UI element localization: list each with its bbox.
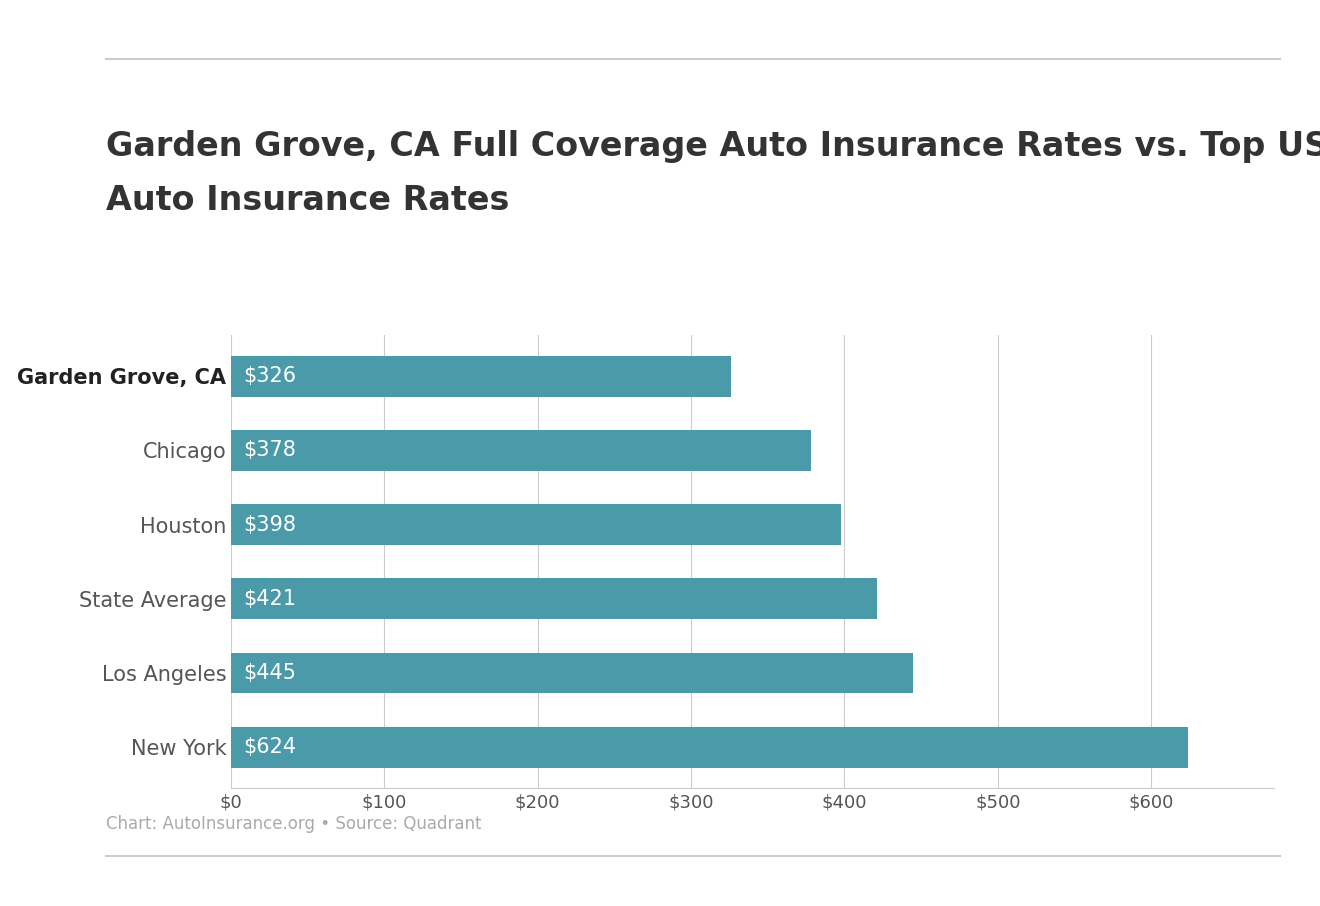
Text: Chart: AutoInsurance.org • Source: Quadrant: Chart: AutoInsurance.org • Source: Quadr… — [106, 815, 480, 833]
Bar — [231, 578, 876, 619]
Text: $445: $445 — [243, 663, 296, 683]
Bar — [231, 505, 841, 545]
Text: Auto Insurance Rates: Auto Insurance Rates — [106, 185, 510, 217]
Text: $326: $326 — [243, 366, 297, 386]
Bar — [231, 727, 1188, 767]
Text: $421: $421 — [243, 589, 296, 609]
Bar — [231, 430, 810, 471]
Text: $378: $378 — [243, 440, 296, 460]
Bar — [231, 356, 731, 397]
Text: Garden Grove, CA Full Coverage Auto Insurance Rates vs. Top US Metro: Garden Grove, CA Full Coverage Auto Insu… — [106, 130, 1320, 163]
Text: $624: $624 — [243, 737, 297, 757]
Text: $398: $398 — [243, 515, 296, 535]
Bar — [231, 652, 913, 693]
